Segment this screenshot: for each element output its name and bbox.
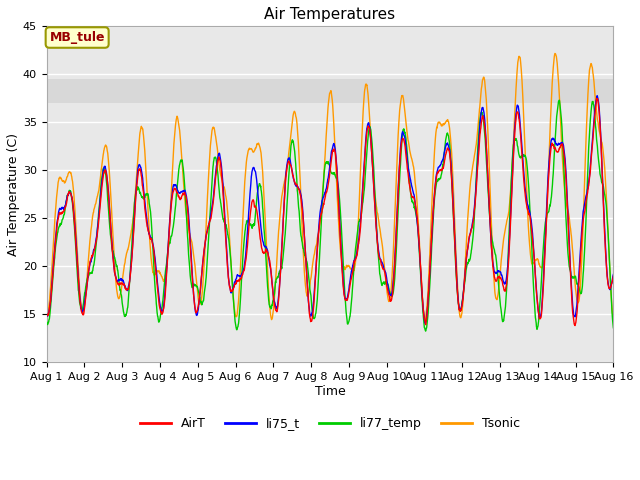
- Tsonic: [575, 293, 583, 299]
- li77_temp: [556, 97, 563, 103]
- Tsonic: [347, 266, 355, 272]
- li77_temp: [495, 286, 503, 291]
- li75_t: [495, 268, 503, 274]
- Title: Air Temperatures: Air Temperatures: [264, 7, 396, 22]
- X-axis label: Time: Time: [315, 384, 346, 397]
- Tsonic: [359, 113, 367, 119]
- AirT: [346, 280, 354, 286]
- li75_t: [575, 266, 583, 272]
- Text: MB_tule: MB_tule: [49, 31, 105, 44]
- Legend: AirT, li75_t, li77_temp, Tsonic: AirT, li75_t, li77_temp, Tsonic: [135, 412, 525, 435]
- li75_t: [346, 276, 354, 282]
- Y-axis label: Air Temperature (C): Air Temperature (C): [7, 132, 20, 255]
- li77_temp: [609, 325, 617, 331]
- AirT: [609, 273, 617, 279]
- li75_t: [593, 93, 601, 98]
- li75_t: [201, 244, 209, 250]
- li77_temp: [43, 319, 51, 325]
- Tsonic: [609, 315, 617, 321]
- Tsonic: [201, 253, 209, 259]
- AirT: [201, 243, 209, 249]
- AirT: [571, 323, 579, 328]
- li77_temp: [575, 287, 583, 293]
- li77_temp: [346, 311, 354, 316]
- Tsonic: [560, 176, 568, 182]
- li75_t: [359, 184, 367, 190]
- li77_temp: [560, 163, 568, 168]
- Tsonic: [551, 50, 559, 56]
- AirT: [359, 190, 367, 195]
- li75_t: [421, 321, 429, 326]
- li75_t: [559, 143, 567, 148]
- Line: Tsonic: Tsonic: [47, 53, 613, 320]
- AirT: [43, 310, 51, 316]
- Bar: [47, 79, 613, 103]
- Line: li75_t: li75_t: [47, 96, 613, 324]
- AirT: [575, 274, 583, 279]
- li77_temp: [201, 288, 209, 293]
- Tsonic: [43, 311, 51, 316]
- li77_temp: [422, 328, 429, 334]
- AirT: [495, 274, 502, 280]
- Tsonic: [268, 317, 275, 323]
- li77_temp: [359, 200, 367, 206]
- li75_t: [43, 312, 51, 317]
- AirT: [593, 96, 601, 101]
- li75_t: [609, 272, 617, 277]
- Line: AirT: AirT: [47, 98, 613, 325]
- Line: li77_temp: li77_temp: [47, 100, 613, 331]
- Tsonic: [495, 284, 503, 289]
- AirT: [559, 146, 567, 152]
